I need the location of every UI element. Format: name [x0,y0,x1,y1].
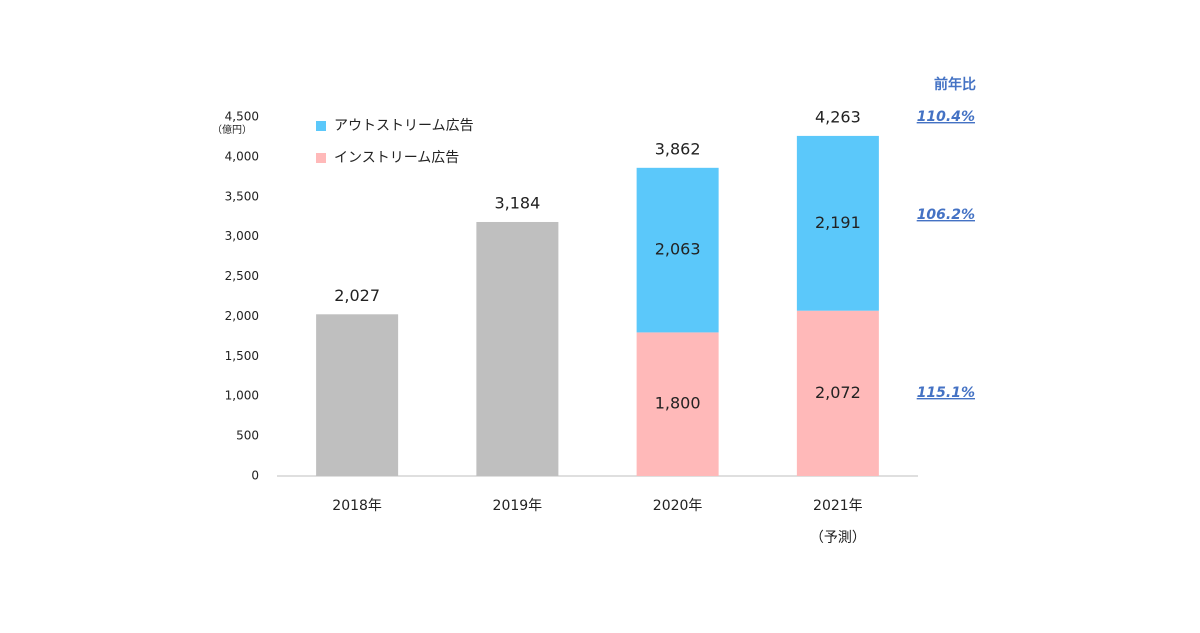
y-tick-label: 2,500 [225,269,259,283]
value-label: 2,063 [655,240,701,259]
y-unit: （億円） [212,123,252,136]
legend-swatch [316,153,326,163]
y-tick-label: 1,500 [225,349,259,363]
y-tick-label: 2,000 [225,309,259,323]
y-tick-label: 500 [236,429,259,443]
total-label: 3,184 [494,193,540,212]
value-label: 2,072 [815,383,861,402]
yoy-label: 115.1% [917,385,975,401]
legend-swatch [316,121,326,131]
total-label: 4,263 [815,107,861,126]
value-label: 2,191 [815,213,861,232]
bar-segment [636,167,719,333]
y-tick-label: 3,000 [225,229,259,243]
total-label: 2,027 [334,286,380,305]
bar [316,314,399,476]
y-tick-label: 3,500 [225,189,259,203]
y-tick-label: 1,000 [225,389,259,403]
bar-segment [796,310,879,476]
yoy-label: 110.4% [917,109,975,125]
y-tick-label: 4,500 [225,110,259,124]
y-tick-label: 4,000 [225,149,259,163]
yoy-title: 前年比 [934,76,976,93]
legend-label: インストリーム広告 [334,150,459,166]
value-label: 1,800 [655,394,701,413]
x-tick-label: 2019年 [493,498,543,514]
bar-segment [796,135,879,311]
x-tick-note: （予測） [810,530,866,546]
x-tick-label: 2021年 [813,498,863,514]
y-tick-label: 0 [251,469,259,483]
bar-segment [636,332,719,476]
yoy-label: 106.2% [917,207,975,223]
bar [476,221,559,476]
x-tick-label: 2018年 [332,498,382,514]
total-label: 3,862 [655,139,701,158]
x-tick-label: 2020年 [653,498,703,514]
legend-label: アウトストリーム広告 [334,118,474,134]
